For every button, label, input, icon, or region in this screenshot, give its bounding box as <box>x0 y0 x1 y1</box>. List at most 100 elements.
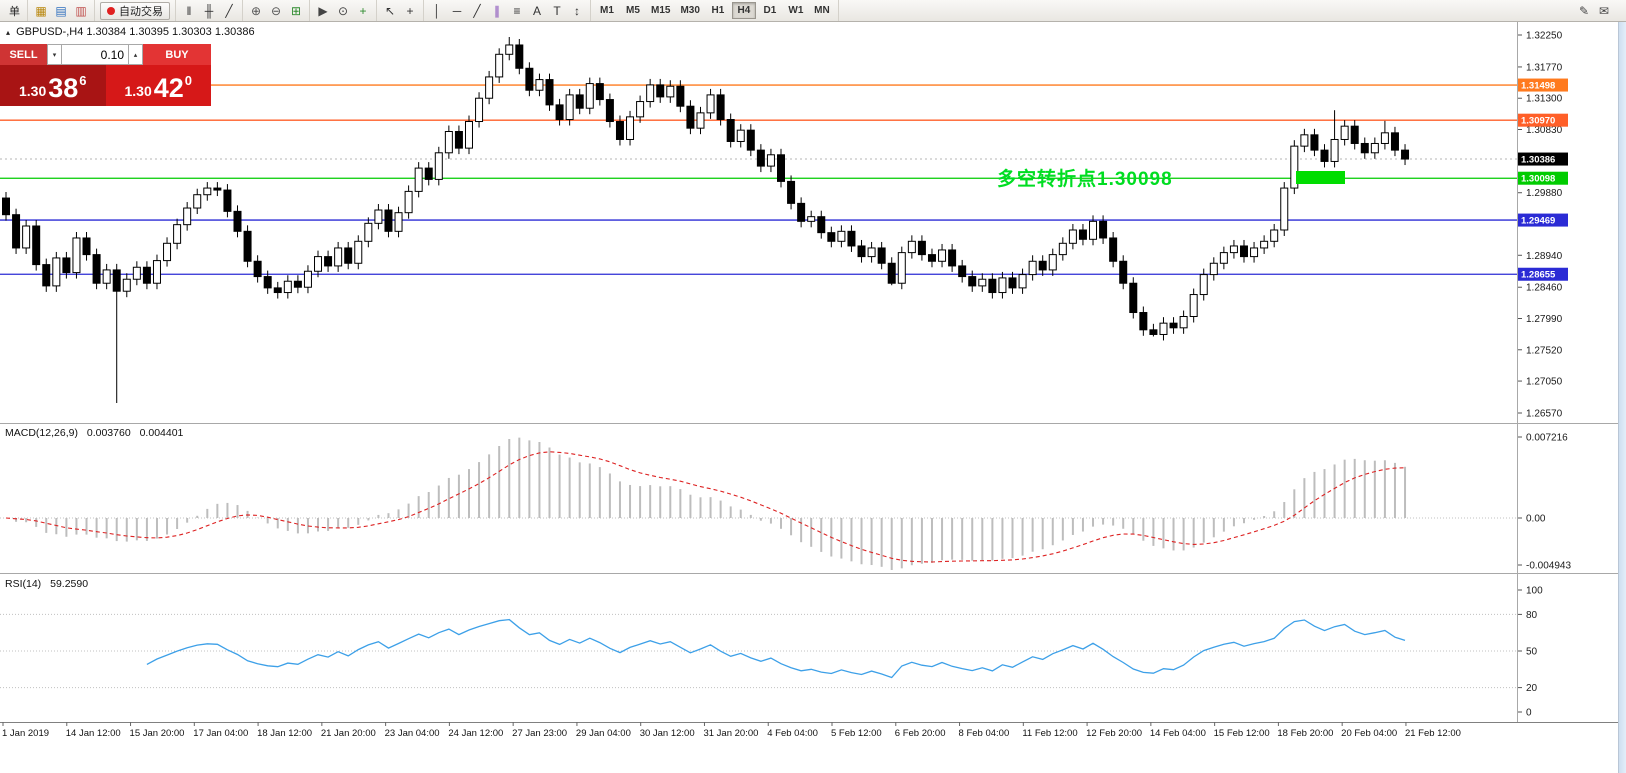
vertical-line-tool-icon[interactable]: │ <box>433 3 441 18</box>
market-watch-icon[interactable]: ▥ <box>75 3 87 18</box>
zoom-in-icon[interactable]: ⊕ <box>250 3 262 18</box>
indicators-icon[interactable]: + <box>359 3 367 18</box>
rsi-axis-tick: 20 <box>1526 683 1538 694</box>
buy-price-display[interactable]: 1.30 42 0 <box>105 65 211 106</box>
price-axis-tick: 1.31770 <box>1526 62 1563 73</box>
candle-body <box>1099 220 1108 239</box>
time-axis-label: 5 Feb 12:00 <box>831 728 882 739</box>
timeframe-button-h4[interactable]: H4 <box>731 2 756 19</box>
candle-body <box>1219 252 1228 264</box>
bar-chart-icon[interactable]: ‖ <box>186 3 192 18</box>
price-tag-1.29469 <box>1518 213 1568 227</box>
time-axis-label: 8 Feb 04:00 <box>959 728 1010 739</box>
horizontal-line-tool-icon[interactable]: ─ <box>452 3 462 18</box>
price-axis-tick: 1.28940 <box>1526 251 1563 262</box>
time-axis-label: 21 Jan 20:00 <box>321 728 376 739</box>
candle-body <box>736 129 745 142</box>
timeframe-button-d1[interactable]: D1 <box>763 5 777 16</box>
timeframe-button-m1[interactable]: M1 <box>600 5 614 16</box>
price-axis-tick: 1.29880 <box>1526 188 1563 199</box>
trendline-tool-icon[interactable]: ╱ <box>473 3 481 18</box>
candle-body <box>1159 322 1168 335</box>
candle-body <box>1089 220 1098 240</box>
fibonacci-tool-icon[interactable]: ≡ <box>513 3 521 18</box>
text-tool-icon[interactable]: A <box>532 3 541 18</box>
time-axis-label: 18 Feb 20:00 <box>1277 728 1333 739</box>
timeframe-button-mn[interactable]: MN <box>814 5 830 16</box>
price-tag-label: 1.30386 <box>1521 155 1555 166</box>
rsi-line <box>146 618 1406 679</box>
candle-body <box>676 85 685 107</box>
mail-icon[interactable]: ✉ <box>1598 3 1610 18</box>
candle-body <box>253 260 262 278</box>
buy-button[interactable]: BUY <box>143 44 211 65</box>
candle-body <box>404 190 413 214</box>
new-order-button[interactable]: 单 <box>9 5 20 18</box>
channel-tool-icon[interactable]: ∥ <box>494 3 500 18</box>
vertical-scrollbar[interactable] <box>1618 22 1626 773</box>
arrows-tool-icon[interactable]: ↕ <box>574 3 580 18</box>
sell-price-pipette: 6 <box>79 73 87 88</box>
candle-body <box>686 105 695 129</box>
profiles-icon[interactable]: ▤ <box>55 3 67 18</box>
crosshair-icon[interactable]: + <box>406 3 414 18</box>
time-axis-label: 30 Jan 12:00 <box>640 728 695 739</box>
macd-title: MACD(12,26,9) <box>5 427 78 439</box>
candle-body <box>444 130 453 154</box>
time-axis-label: 20 Feb 04:00 <box>1341 728 1397 739</box>
timeframe-button-h1[interactable]: H1 <box>711 5 725 16</box>
toolbar-group: ▦ ▤ ▥ <box>28 0 95 21</box>
candle-body <box>978 278 987 287</box>
timeframe-button-m30[interactable]: M30 <box>680 5 700 16</box>
candle-body <box>746 129 755 151</box>
candle-body <box>907 240 916 254</box>
toolbar-group: ▶ ⊙ + <box>310 0 377 21</box>
line-chart-icon[interactable]: ╱ <box>225 3 233 18</box>
candle-body <box>394 212 403 232</box>
time-axis-label: 15 Feb 12:00 <box>1214 728 1270 739</box>
timeframe-button-w1[interactable]: W1 <box>788 5 804 16</box>
toolbar-group: 单 <box>2 0 28 21</box>
time-axis-label: 17 Jan 04:00 <box>193 728 248 739</box>
macd-indicator-label: MACD(12,26,9) 0.003760 0.004401 <box>5 427 183 439</box>
candle-body <box>1038 260 1047 271</box>
candle-body <box>535 79 544 91</box>
candle-body <box>827 232 836 242</box>
volume-dropdown-button[interactable]: ▾ <box>47 44 62 65</box>
chart-window-icon[interactable]: ▦ <box>35 3 47 18</box>
rsi-axis-tick: 80 <box>1526 610 1538 621</box>
candle-body <box>374 209 383 224</box>
candle-body <box>615 121 624 140</box>
volume-increase-button[interactable]: ▴ <box>128 44 143 65</box>
candle-body <box>1260 240 1269 249</box>
candle-body <box>968 276 977 287</box>
candle-body <box>1340 125 1349 140</box>
candle-body <box>354 240 363 264</box>
candle-body <box>273 287 282 294</box>
zoom-out-icon[interactable]: ⊖ <box>270 3 282 18</box>
price-axis-tick: 1.27520 <box>1526 345 1563 356</box>
candle-body <box>1209 262 1218 276</box>
sell-price-display[interactable]: 1.30 38 6 <box>0 65 106 106</box>
auto-arrange-icon[interactable]: ⊞ <box>290 3 302 18</box>
candle-body <box>434 152 443 180</box>
pencil-icon[interactable]: ✎ <box>1578 3 1590 18</box>
sell-button[interactable]: SELL <box>0 44 47 65</box>
timeframe-button-m5[interactable]: M5 <box>626 5 640 16</box>
candle-body <box>1350 125 1359 144</box>
auto-trading-button[interactable]: 自动交易 <box>100 1 170 20</box>
time-axis-label: 1 Jan 2019 <box>2 728 49 739</box>
label-tool-icon[interactable]: T <box>553 3 561 18</box>
volume-input[interactable] <box>62 44 128 65</box>
highlight-rectangle[interactable] <box>1296 171 1345 184</box>
cursor-icon[interactable]: ↖ <box>384 3 396 18</box>
candlestick-chart-icon[interactable]: ╫ <box>204 3 214 18</box>
toolbar-left-groups: 单 ▦ ▤ ▥ 自动交易 ‖ ╫ ╱ ⊕ ⊖ ⊞ ▶ ⊙ + ↖ + │ ─ ╱ ∥ ≡ A T ↕ M1 M5 M15 M30 H1 H… <box>2 0 839 21</box>
periodicity-icon[interactable]: ⊙ <box>337 3 349 18</box>
candle-body <box>454 130 463 149</box>
timeframe-button-m15[interactable]: M15 <box>651 5 671 16</box>
strategy-tester-icon[interactable]: ▶ <box>318 3 328 18</box>
candle-body <box>183 207 192 226</box>
candle-body <box>1330 138 1339 162</box>
